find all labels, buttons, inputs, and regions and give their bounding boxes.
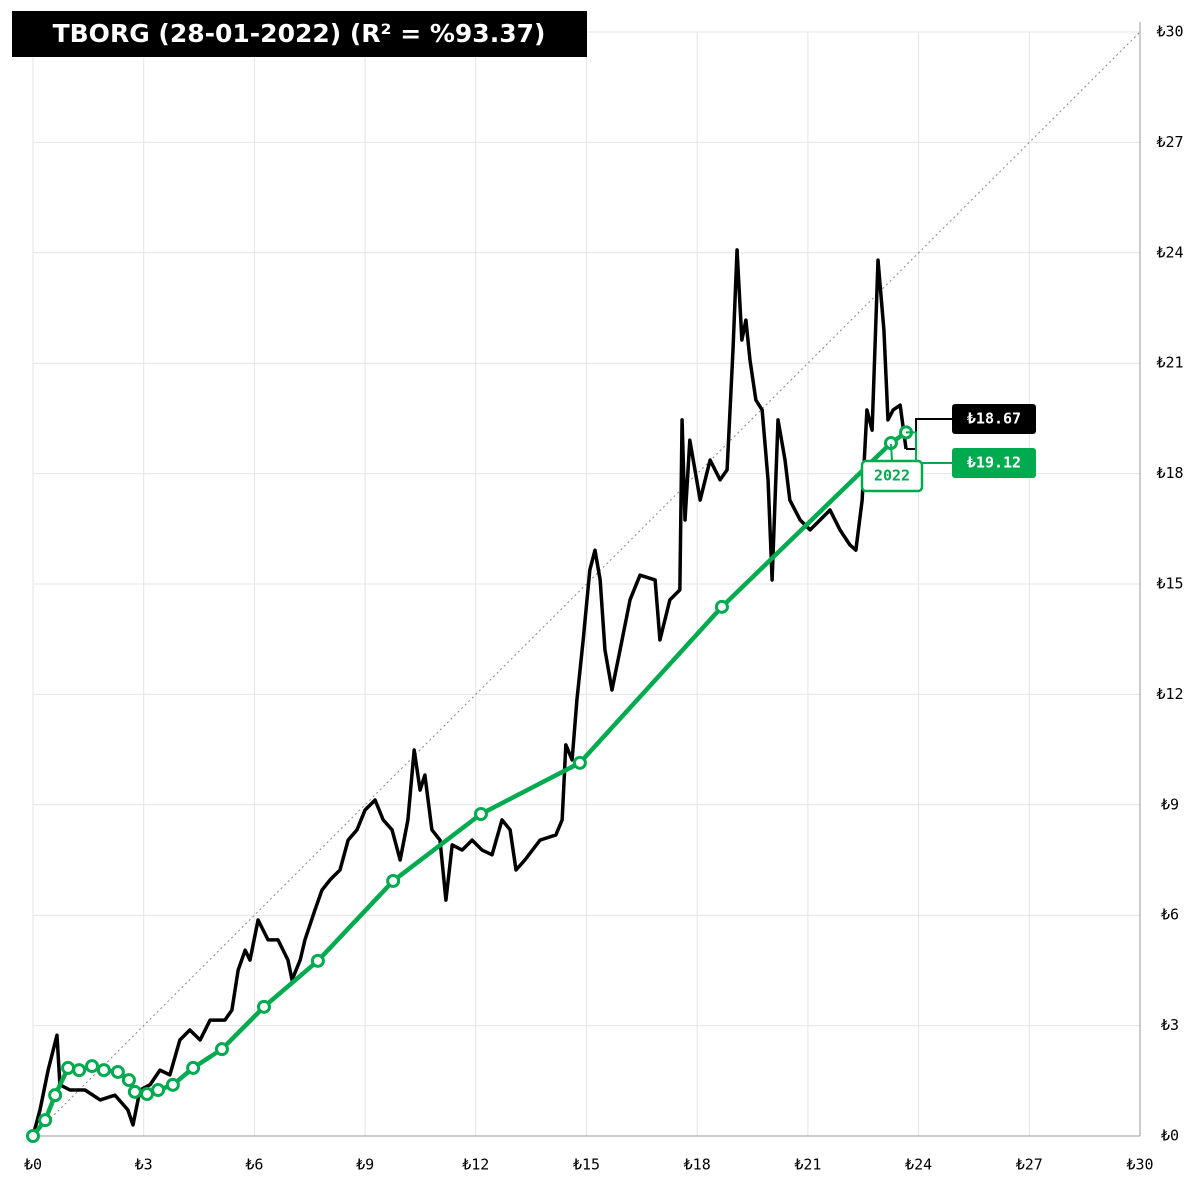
marker bbox=[127, 1084, 142, 1099]
marker bbox=[121, 1073, 136, 1088]
x-tick-label: ₺3 bbox=[135, 1156, 153, 1174]
marker bbox=[140, 1087, 155, 1102]
x-tick-label: ₺12 bbox=[462, 1156, 489, 1174]
annotation: 2022 bbox=[874, 467, 910, 485]
marker bbox=[214, 1042, 229, 1057]
marker bbox=[26, 1129, 40, 1143]
end-label: ₺19.12 bbox=[967, 454, 1021, 472]
x-tick-label: ₺24 bbox=[905, 1156, 932, 1174]
y-tick-label: ₺12 bbox=[1156, 685, 1183, 703]
marker bbox=[151, 1083, 166, 1097]
marker bbox=[48, 1088, 63, 1103]
annotation-connector bbox=[890, 443, 893, 463]
x-tick-label: ₺21 bbox=[794, 1156, 821, 1174]
marker bbox=[85, 1059, 100, 1074]
x-tick-label: ₺15 bbox=[573, 1156, 600, 1174]
marker bbox=[310, 953, 325, 968]
label-connector bbox=[906, 431, 952, 464]
series-line bbox=[31, 248, 908, 1137]
marker bbox=[38, 1113, 53, 1128]
chart-title: TBORG (28-01-2022) (R² = %93.37) bbox=[53, 19, 546, 48]
marker bbox=[386, 873, 401, 888]
marker bbox=[61, 1060, 76, 1075]
y-tick-label: ₺3 bbox=[1161, 1016, 1179, 1034]
end-label-box bbox=[952, 448, 1036, 478]
y-tick-label: ₺18 bbox=[1156, 464, 1183, 482]
title-box bbox=[12, 11, 587, 57]
y-tick-label: ₺30 bbox=[1156, 23, 1183, 41]
marker bbox=[165, 1077, 180, 1092]
marker bbox=[110, 1064, 125, 1079]
reference-line bbox=[32, 31, 1141, 1137]
y-tick-label: ₺15 bbox=[1156, 575, 1183, 593]
y-tick-label: ₺0 bbox=[1161, 1127, 1179, 1145]
x-tick-label: ₺27 bbox=[1016, 1156, 1043, 1174]
y-tick-label: ₺21 bbox=[1156, 354, 1183, 372]
end-label-box bbox=[952, 404, 1036, 434]
x-tick-label: ₺30 bbox=[1126, 1156, 1153, 1174]
x-tick-label: ₺18 bbox=[684, 1156, 711, 1174]
marker bbox=[186, 1060, 201, 1075]
y-tick-label: ₺27 bbox=[1156, 133, 1183, 151]
y-tick-label: ₺6 bbox=[1161, 906, 1179, 924]
x-tick-label: ₺6 bbox=[245, 1156, 263, 1174]
label-connector bbox=[906, 418, 952, 450]
y-tick-label: ₺9 bbox=[1161, 795, 1179, 813]
marker bbox=[714, 599, 729, 614]
marker bbox=[256, 999, 271, 1014]
x-tick-label: ₺0 bbox=[24, 1156, 42, 1174]
marker bbox=[473, 807, 488, 821]
end-label: ₺18.67 bbox=[967, 410, 1021, 428]
plot-area: ₺18.67 ₺19.12 2022 bbox=[26, 22, 1141, 1143]
marker bbox=[72, 1063, 87, 1078]
marker bbox=[96, 1063, 111, 1078]
x-tick-label: ₺9 bbox=[356, 1156, 374, 1174]
annotation-box bbox=[860, 459, 924, 493]
y-tick-label: ₺24 bbox=[1156, 243, 1183, 261]
marker bbox=[572, 755, 587, 770]
